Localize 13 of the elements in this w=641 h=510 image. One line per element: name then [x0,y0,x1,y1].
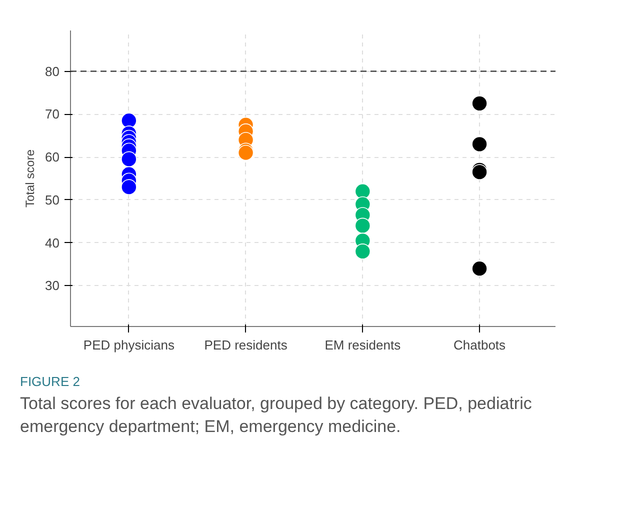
y-tick-label: 80 [45,64,60,79]
y-tick-label: 70 [45,106,60,122]
x-tick-label: PED physicians [83,338,175,352]
y-axis-title: Total score [23,149,38,208]
caption: FIGURE 2 [20,373,81,391]
y-tick-label: 40 [45,235,60,250]
y-tick-label: 60 [45,150,60,165]
y-tick-label: 50 [45,192,60,208]
x-tick-label: Chatbots [454,338,506,352]
text: Total scores for each evaluator, grouped by category. PED, pediatric emergency department; EM, emergency medicine. [20,392,533,438]
x-tick-label: EM residents [324,338,402,352]
x-tick-label: PED residents [204,338,288,352]
y-tick-label: 30 [45,278,60,294]
